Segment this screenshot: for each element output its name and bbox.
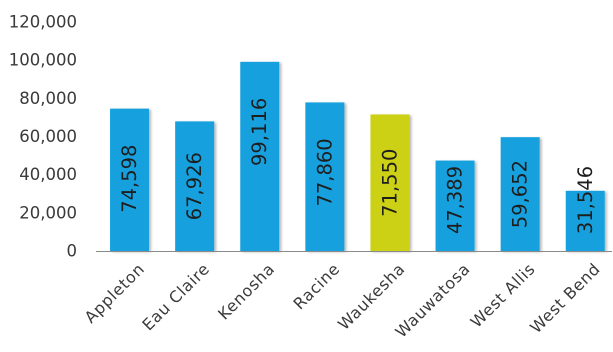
x-label-eau-claire: Eau Claire xyxy=(138,259,213,334)
y-tick-label: 40,000 xyxy=(19,165,77,184)
bar-value-labels: 74,598 67,926 99,116 77,860 71,550 47,389 59,6… xyxy=(118,98,597,234)
value-label-west-allis: 59,652 xyxy=(509,160,532,228)
value-label-wauwatosa: 47,389 xyxy=(444,166,467,234)
value-label-west-bend: 31,546 xyxy=(574,166,597,234)
bar-wauwatosa xyxy=(435,160,475,251)
bar-racine xyxy=(305,102,345,251)
x-label-appleton: Appleton xyxy=(81,259,149,327)
bar-kenosha xyxy=(240,61,280,251)
y-axis-tick-labels: 0 20,000 40,000 60,000 80,000 100,000 120,000 xyxy=(9,13,77,261)
y-tick-label: 100,000 xyxy=(9,51,77,70)
y-tick-label: 20,000 xyxy=(19,203,77,222)
value-label-kenosha: 99,116 xyxy=(248,98,271,166)
bar-west-allis xyxy=(500,137,540,251)
value-label-appleton: 74,598 xyxy=(118,145,141,213)
y-tick-label: 80,000 xyxy=(19,89,77,108)
x-label-west-bend: West Bend xyxy=(526,259,604,337)
x-label-kenosha: Kenosha xyxy=(214,259,278,323)
value-label-racine: 77,860 xyxy=(313,138,336,206)
y-tick-label: 60,000 xyxy=(19,127,77,146)
bars xyxy=(110,61,605,252)
y-tick-label: 120,000 xyxy=(9,13,77,32)
bar-west-bend xyxy=(565,190,605,251)
bar-waukesha xyxy=(370,114,410,252)
bar-appleton xyxy=(110,108,150,251)
value-label-waukesha: 71,550 xyxy=(378,149,401,217)
value-label-eau-claire: 67,926 xyxy=(183,152,206,220)
x-label-racine: Racine xyxy=(290,259,344,313)
y-tick-label: 0 xyxy=(67,242,78,261)
bar-eau-claire xyxy=(175,121,215,252)
